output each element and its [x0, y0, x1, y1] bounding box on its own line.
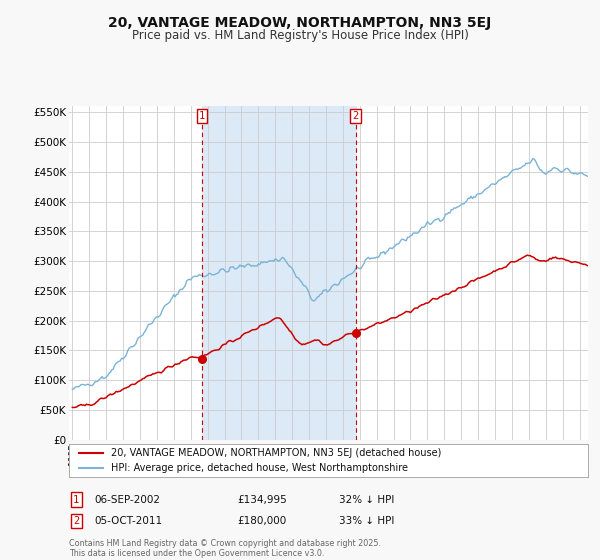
Text: 2: 2 [352, 111, 359, 122]
Text: 06-SEP-2002: 06-SEP-2002 [95, 494, 161, 505]
Text: 1: 1 [199, 111, 205, 122]
Text: Price paid vs. HM Land Registry's House Price Index (HPI): Price paid vs. HM Land Registry's House … [131, 29, 469, 42]
Text: 33% ↓ HPI: 33% ↓ HPI [339, 516, 394, 526]
Text: £134,995: £134,995 [237, 494, 287, 505]
Text: 2: 2 [73, 516, 79, 526]
Text: 20, VANTAGE MEADOW, NORTHAMPTON, NN3 5EJ (detached house): 20, VANTAGE MEADOW, NORTHAMPTON, NN3 5EJ… [110, 447, 441, 458]
Text: £180,000: £180,000 [237, 516, 286, 526]
Text: HPI: Average price, detached house, West Northamptonshire: HPI: Average price, detached house, West… [110, 463, 407, 473]
Text: Contains HM Land Registry data © Crown copyright and database right 2025.
This d: Contains HM Land Registry data © Crown c… [69, 539, 381, 558]
Text: 32% ↓ HPI: 32% ↓ HPI [339, 494, 394, 505]
Text: 20, VANTAGE MEADOW, NORTHAMPTON, NN3 5EJ: 20, VANTAGE MEADOW, NORTHAMPTON, NN3 5EJ [109, 16, 491, 30]
Bar [202, 106, 356, 440]
Text: 05-OCT-2011: 05-OCT-2011 [95, 516, 163, 526]
Text: 1: 1 [73, 494, 79, 505]
